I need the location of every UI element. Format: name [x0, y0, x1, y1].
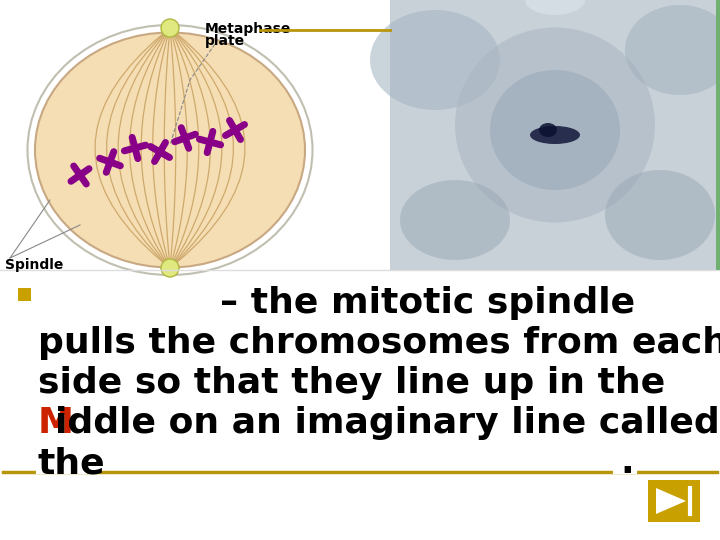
Circle shape — [161, 19, 179, 37]
Text: M: M — [38, 406, 74, 440]
Text: Spindle: Spindle — [5, 258, 63, 272]
Bar — [0, 270, 720, 540]
Text: Metaphase: Metaphase — [205, 22, 292, 36]
Text: .: . — [620, 446, 634, 480]
Ellipse shape — [539, 123, 557, 137]
Circle shape — [161, 259, 179, 277]
Text: iddle on an imaginary line called: iddle on an imaginary line called — [55, 406, 720, 440]
Bar — [18, 288, 31, 301]
Ellipse shape — [455, 28, 655, 222]
Ellipse shape — [530, 126, 580, 144]
Ellipse shape — [525, 0, 585, 15]
Text: the: the — [38, 446, 106, 480]
Ellipse shape — [35, 32, 305, 267]
Ellipse shape — [625, 5, 720, 95]
Text: plate: plate — [205, 34, 245, 48]
Ellipse shape — [605, 170, 715, 260]
Ellipse shape — [400, 180, 510, 260]
Bar — [648, 480, 700, 522]
Text: – the mitotic spindle: – the mitotic spindle — [220, 286, 635, 320]
Bar — [716, 0, 720, 270]
Text: side so that they line up in the: side so that they line up in the — [38, 366, 665, 400]
Text: pulls the chromosomes from each: pulls the chromosomes from each — [38, 326, 720, 360]
Bar — [390, 0, 720, 270]
Ellipse shape — [370, 10, 500, 110]
Ellipse shape — [490, 70, 620, 190]
Bar — [0, 0, 390, 270]
Polygon shape — [656, 488, 686, 514]
